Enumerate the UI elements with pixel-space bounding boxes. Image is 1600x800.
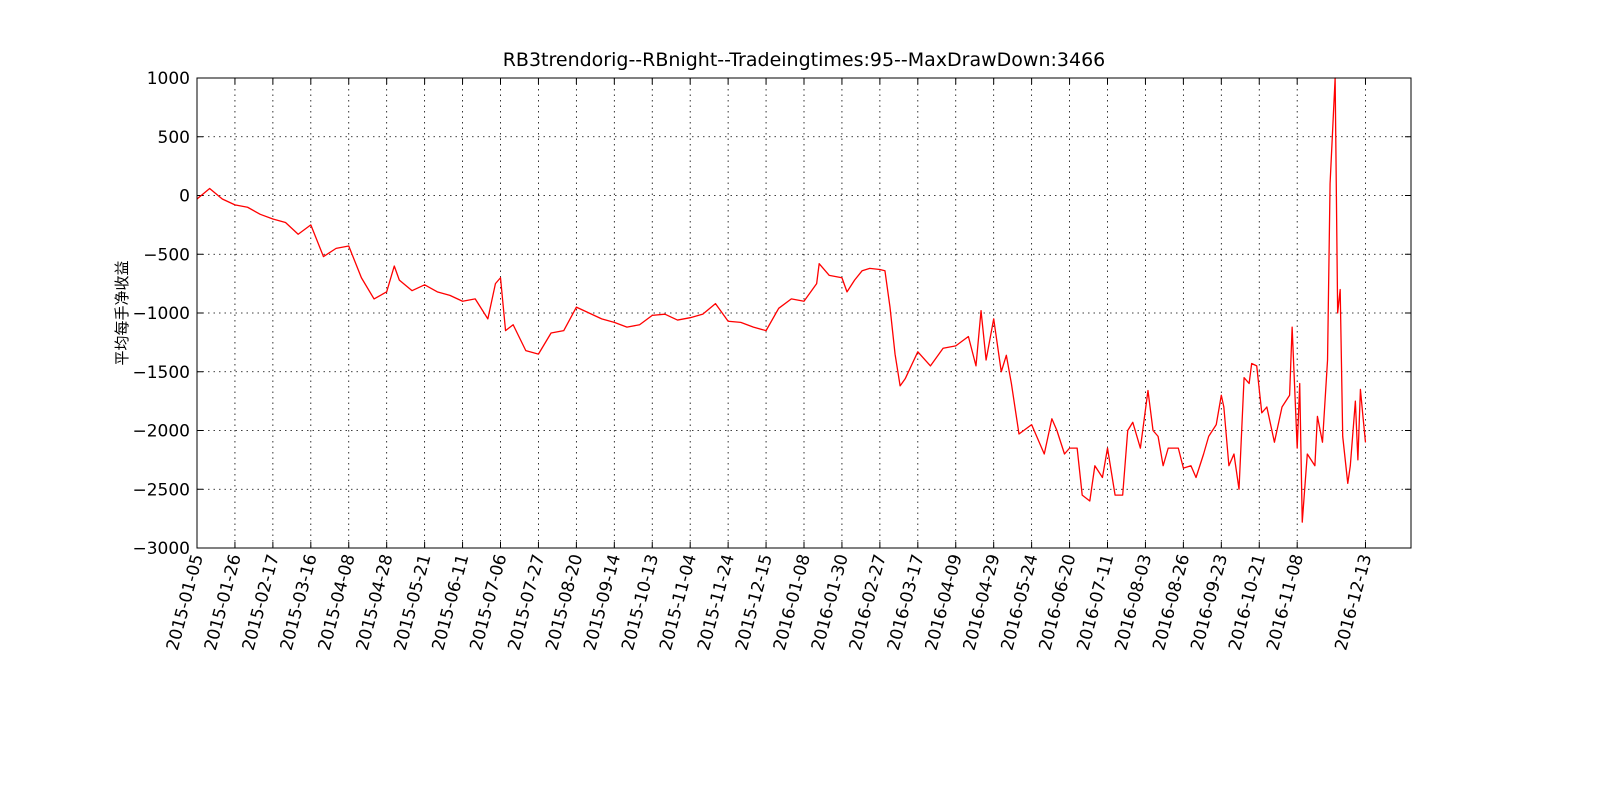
y-tick-label: −3000 — [132, 539, 190, 559]
chart-title: RB3trendorig--RBnight--Tradeingtimes:95-… — [503, 49, 1106, 71]
y-tick-label: −500 — [143, 245, 190, 265]
y-tick-label: −2000 — [132, 422, 190, 442]
y-tick-label: 500 — [158, 128, 190, 148]
line-series — [196, 77, 1367, 523]
y-tick-label: −2500 — [132, 480, 190, 500]
y-tick-label: 0 — [179, 187, 190, 207]
y-tick-label: 1000 — [147, 69, 190, 89]
y-axis-label: 平均每手净收益 — [113, 260, 131, 365]
y-tick-label: −1000 — [132, 304, 190, 324]
y-tick-label: −1500 — [132, 363, 190, 383]
plot-frame — [196, 77, 1412, 549]
